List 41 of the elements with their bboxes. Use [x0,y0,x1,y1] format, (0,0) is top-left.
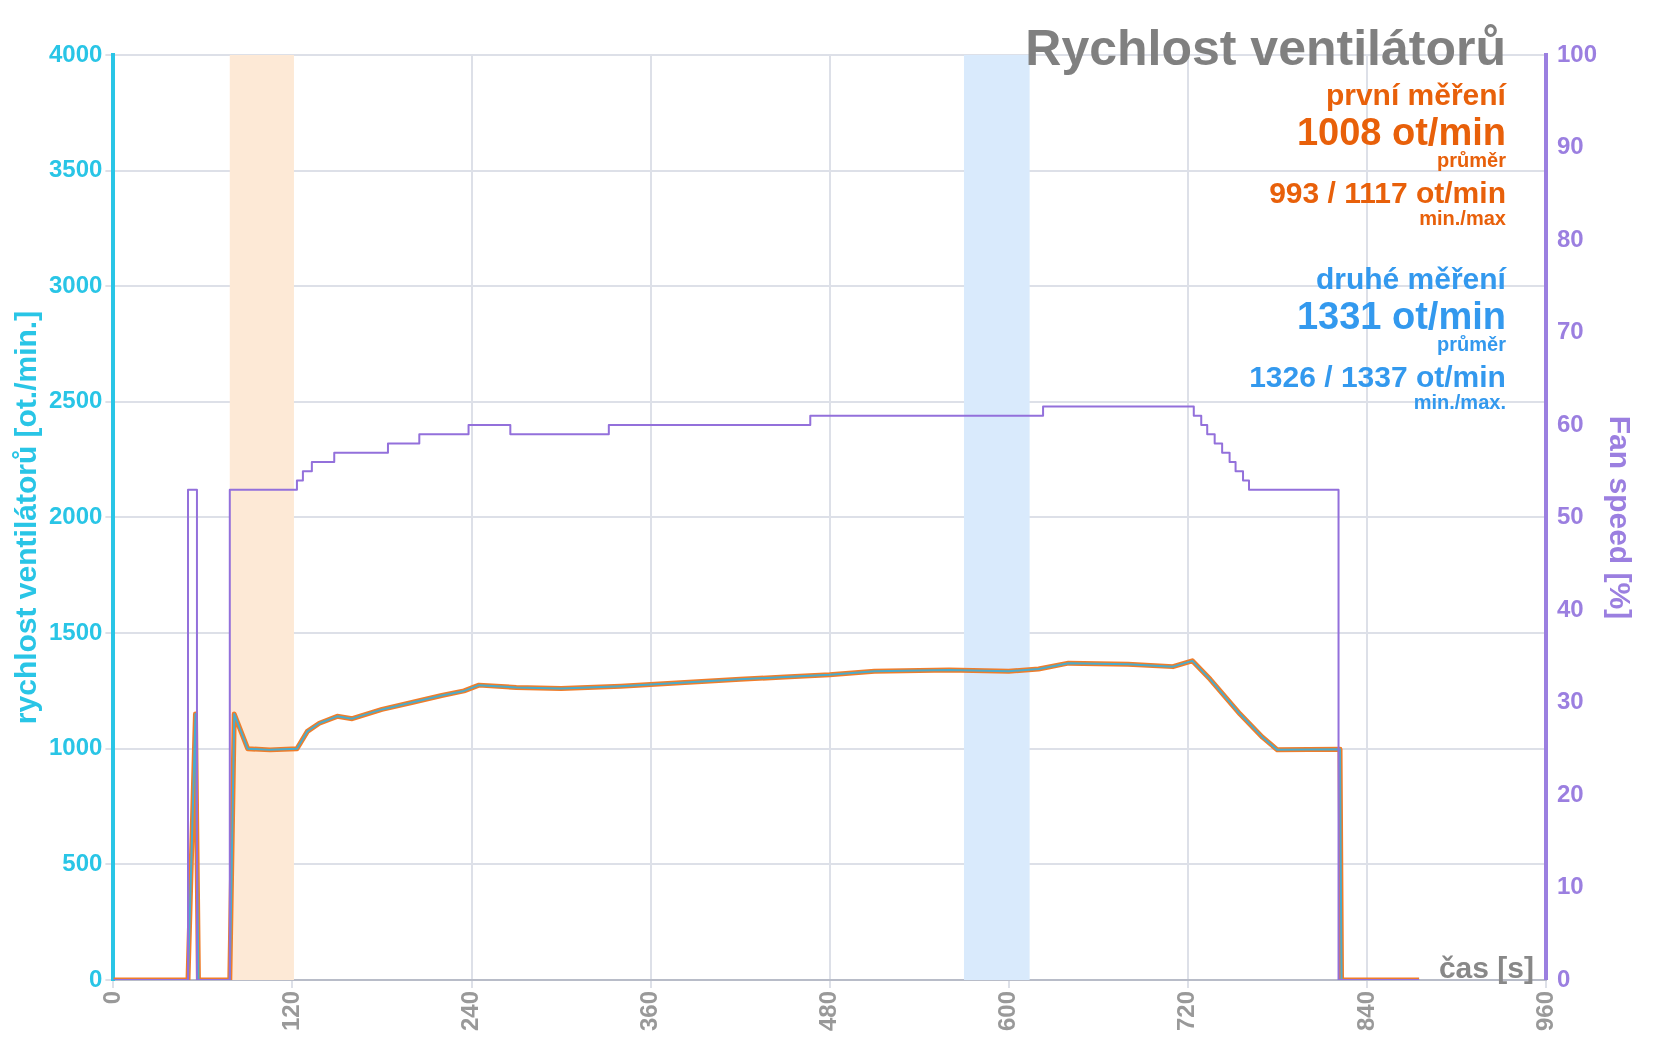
y2-tick-label: 0 [1556,964,1571,992]
annotation: min./max [1419,207,1506,229]
x-tick-label: 360 [635,990,663,1031]
annotation: 1326 / 1337 ot/min [1249,360,1506,393]
annotation: druhé měření [1315,262,1508,295]
y-axis-title: rychlost ventilátorů [ot./min.] [9,310,43,725]
y-tick-label: 3500 [49,155,103,183]
x-tick-label: 480 [814,990,842,1031]
annotation: první měření [1325,78,1508,111]
y2-tick-label: 100 [1556,39,1597,67]
annotation: 993 / 1117 ot/min [1269,176,1506,209]
x-tick-label: 840 [1351,990,1379,1031]
y-tick-label: 500 [62,848,103,876]
x-tick-label: 720 [1172,990,1200,1031]
y2-tick-label: 50 [1556,502,1584,530]
annotation: průměr [1437,149,1507,171]
y2-tick-label: 70 [1556,317,1584,345]
chart-title: Rychlost ventilátorů [1025,20,1506,76]
x-tick-label: 240 [456,990,484,1031]
y2-tick-label: 30 [1556,687,1584,715]
y-tick-label: 2500 [49,386,103,414]
x-tick-label: 0 [98,990,126,1005]
y2-tick-label: 10 [1556,872,1584,900]
annotation: průměr [1437,333,1507,355]
y2-tick-label: 60 [1556,409,1584,437]
y-tick-label: 4000 [49,39,103,67]
y2-tick-label: 40 [1556,594,1584,622]
x-tick-label: 960 [1530,990,1558,1031]
y-tick-label: 1000 [49,733,103,761]
y2-tick-label: 20 [1556,779,1584,807]
x-axis-title: čas [s] [1438,950,1534,984]
y2-tick-label: 90 [1556,132,1584,160]
y-tick-label: 3000 [49,270,103,298]
y-tick-label: 1500 [49,617,103,645]
y2-tick-label: 80 [1556,224,1584,252]
x-tick-label: 120 [277,990,305,1031]
x-tick-label: 600 [993,990,1021,1031]
y2-axis-title: Fan speed [%] [1603,415,1637,620]
annotation: min./max. [1413,391,1506,413]
y-tick-label: 0 [89,964,103,992]
y-tick-label: 2000 [49,502,103,530]
